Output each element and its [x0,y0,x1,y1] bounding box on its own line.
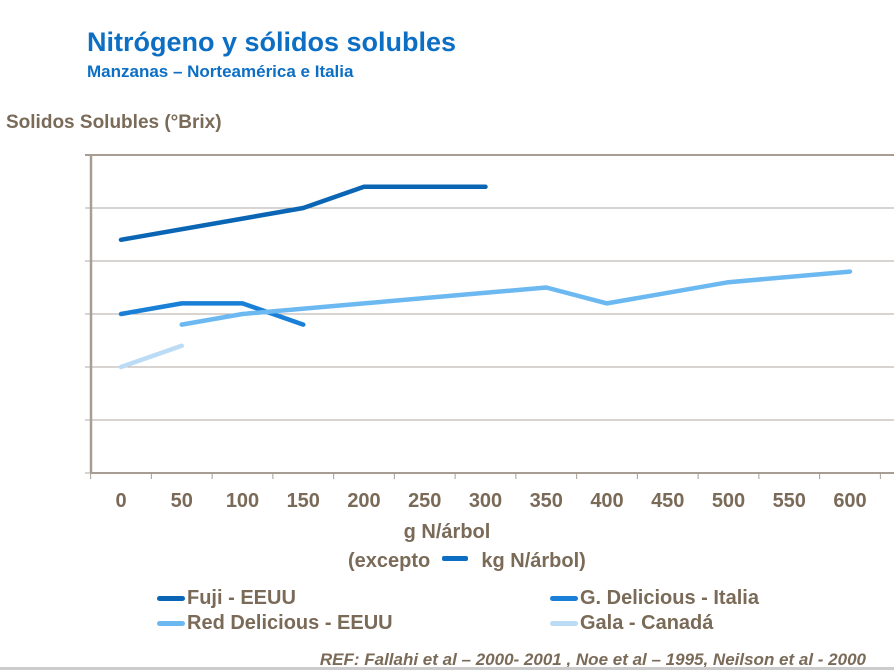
note-line-swatch [441,556,468,562]
line-chart: 0 50 100 150 200 250 300 350 400 450 500 550 600 [85,154,894,512]
legend-label: Red Delicious - EEUU [187,612,393,634]
x-tick-label: 600 [833,490,866,512]
legend-swatch [550,596,578,601]
x-tick-label: 500 [712,490,745,512]
x-tick-label: 50 [171,490,193,512]
x-tick-label: 300 [469,490,502,512]
x-axis-note-suffix: kg N/árbol) [481,550,586,572]
title: Nitrógeno y sólidos solubles [87,27,457,57]
x-tick-label: 100 [226,490,259,512]
x-tick-label: 450 [651,490,684,512]
legend-swatch [550,621,578,626]
x-axis-label: g N/árbol [403,521,491,543]
subtitle: Manzanas – Norteamérica e Italia [87,62,354,81]
legend-label: Gala - Canadá [580,612,714,634]
legend-label: G. Delicious - Italia [580,587,759,609]
divider [0,667,894,670]
x-axis-note-prefix: (excepto [348,550,431,572]
legend-swatch [157,621,185,626]
series-line [118,184,488,243]
legend-item: Gala - Canadá [550,612,713,635]
series-line [118,301,306,327]
x-tick-label: 350 [530,490,563,512]
series-line [118,343,184,370]
legend-swatch [157,596,185,601]
x-tick-label: 250 [408,490,441,512]
legend-item: Fuji - EEUU [157,587,296,610]
x-tick-label: 550 [773,490,806,512]
y-axis-label: Solidos Solubles (°Brix) [6,112,222,133]
reference-note: REF: Fallahi et al – 2000- 2001 , Noe et… [319,650,866,669]
x-tick-label: 400 [590,490,623,512]
x-tick-label: 150 [287,490,320,512]
x-tick-label: 200 [347,490,380,512]
legend-label: Fuji - EEUU [187,587,296,609]
legend-item: G. Delicious - Italia [550,587,759,610]
series-line [179,269,853,327]
legend-item: Red Delicious - EEUU [157,612,393,635]
x-tick-label: 0 [115,490,126,512]
x-axis-note: (excepto kg N/árbol) [348,550,586,573]
